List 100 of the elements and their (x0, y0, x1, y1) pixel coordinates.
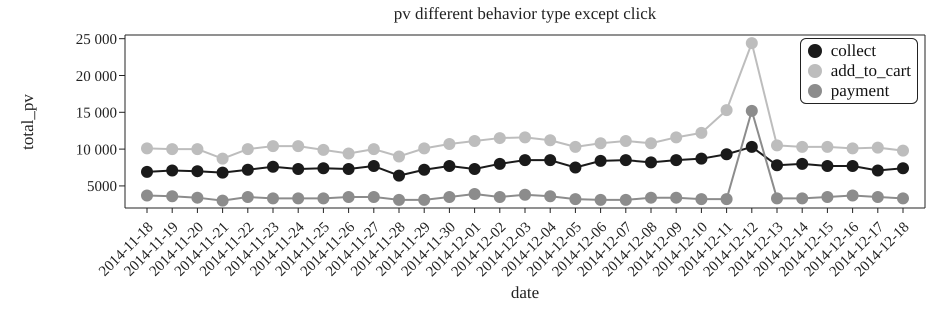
point (872, 164, 884, 176)
point (746, 104, 758, 117)
point (242, 164, 254, 176)
point (720, 148, 733, 160)
point (645, 156, 657, 168)
legend-label: collect (830, 41, 876, 61)
point (544, 134, 556, 146)
point (872, 142, 884, 154)
point (342, 190, 355, 203)
point (216, 194, 229, 207)
point (191, 192, 204, 204)
point (418, 142, 430, 154)
point (872, 190, 884, 203)
point (494, 132, 506, 144)
point (670, 154, 682, 166)
point (342, 148, 355, 160)
y-tick-label: 25 000 (76, 32, 117, 48)
point (796, 158, 808, 170)
point (418, 164, 430, 176)
point (620, 135, 632, 148)
point (368, 190, 380, 203)
point (796, 192, 808, 204)
point (368, 143, 380, 156)
point (569, 162, 582, 174)
point (519, 154, 531, 166)
point (393, 150, 405, 162)
y-tick-label: 10 000 (76, 142, 117, 158)
point (645, 137, 657, 150)
point (771, 139, 783, 152)
point (771, 159, 783, 172)
point (620, 154, 632, 166)
point (292, 162, 304, 175)
point (897, 192, 909, 204)
point (317, 144, 330, 156)
point (670, 131, 682, 144)
point (191, 165, 204, 178)
point (569, 140, 582, 153)
y-tick-label: 15 000 (76, 106, 117, 122)
point (746, 140, 758, 153)
point (292, 140, 304, 152)
point (821, 190, 834, 203)
point (494, 190, 506, 203)
x-axis-title: date (510, 283, 540, 303)
point (443, 190, 456, 203)
y-tick-label: 5000 (87, 179, 117, 196)
point (796, 140, 808, 153)
point (897, 144, 909, 157)
point (216, 152, 229, 165)
point (141, 166, 153, 178)
point (494, 158, 506, 170)
y-axis-title: total_pv (18, 94, 38, 150)
point (519, 131, 531, 144)
point (544, 190, 556, 202)
point (544, 154, 556, 166)
point (746, 37, 758, 50)
point (468, 188, 481, 200)
point (267, 140, 279, 152)
legend-label: add_to_cart (830, 61, 911, 81)
point (443, 138, 456, 150)
point (771, 192, 783, 204)
point (695, 193, 708, 206)
point (141, 142, 153, 154)
point (594, 194, 607, 206)
point (897, 162, 909, 174)
point (166, 190, 178, 202)
point (342, 162, 355, 175)
point (242, 190, 254, 203)
point (141, 189, 153, 202)
point (468, 162, 481, 175)
point (368, 160, 380, 172)
point (846, 160, 859, 172)
point (443, 160, 456, 172)
legend-label: payment (830, 81, 890, 101)
point (695, 152, 708, 165)
point (166, 164, 178, 176)
point (620, 194, 632, 206)
point (166, 143, 178, 156)
point (317, 192, 330, 204)
point (393, 194, 405, 206)
point (670, 192, 682, 204)
point (393, 170, 405, 182)
point (569, 193, 582, 206)
point (594, 154, 607, 167)
point (720, 193, 733, 206)
point (720, 104, 733, 116)
point (519, 188, 531, 201)
chart-title: pv different behavior type except click (392, 4, 658, 24)
point (191, 143, 204, 156)
point (821, 140, 834, 153)
point (267, 160, 279, 173)
point (846, 142, 859, 154)
point (594, 137, 607, 150)
point (418, 194, 430, 206)
point (292, 192, 304, 204)
point (846, 189, 859, 202)
point (216, 166, 229, 179)
point (468, 135, 481, 148)
point (695, 126, 708, 139)
point (821, 160, 834, 172)
y-tick-label: 20 000 (76, 68, 117, 85)
